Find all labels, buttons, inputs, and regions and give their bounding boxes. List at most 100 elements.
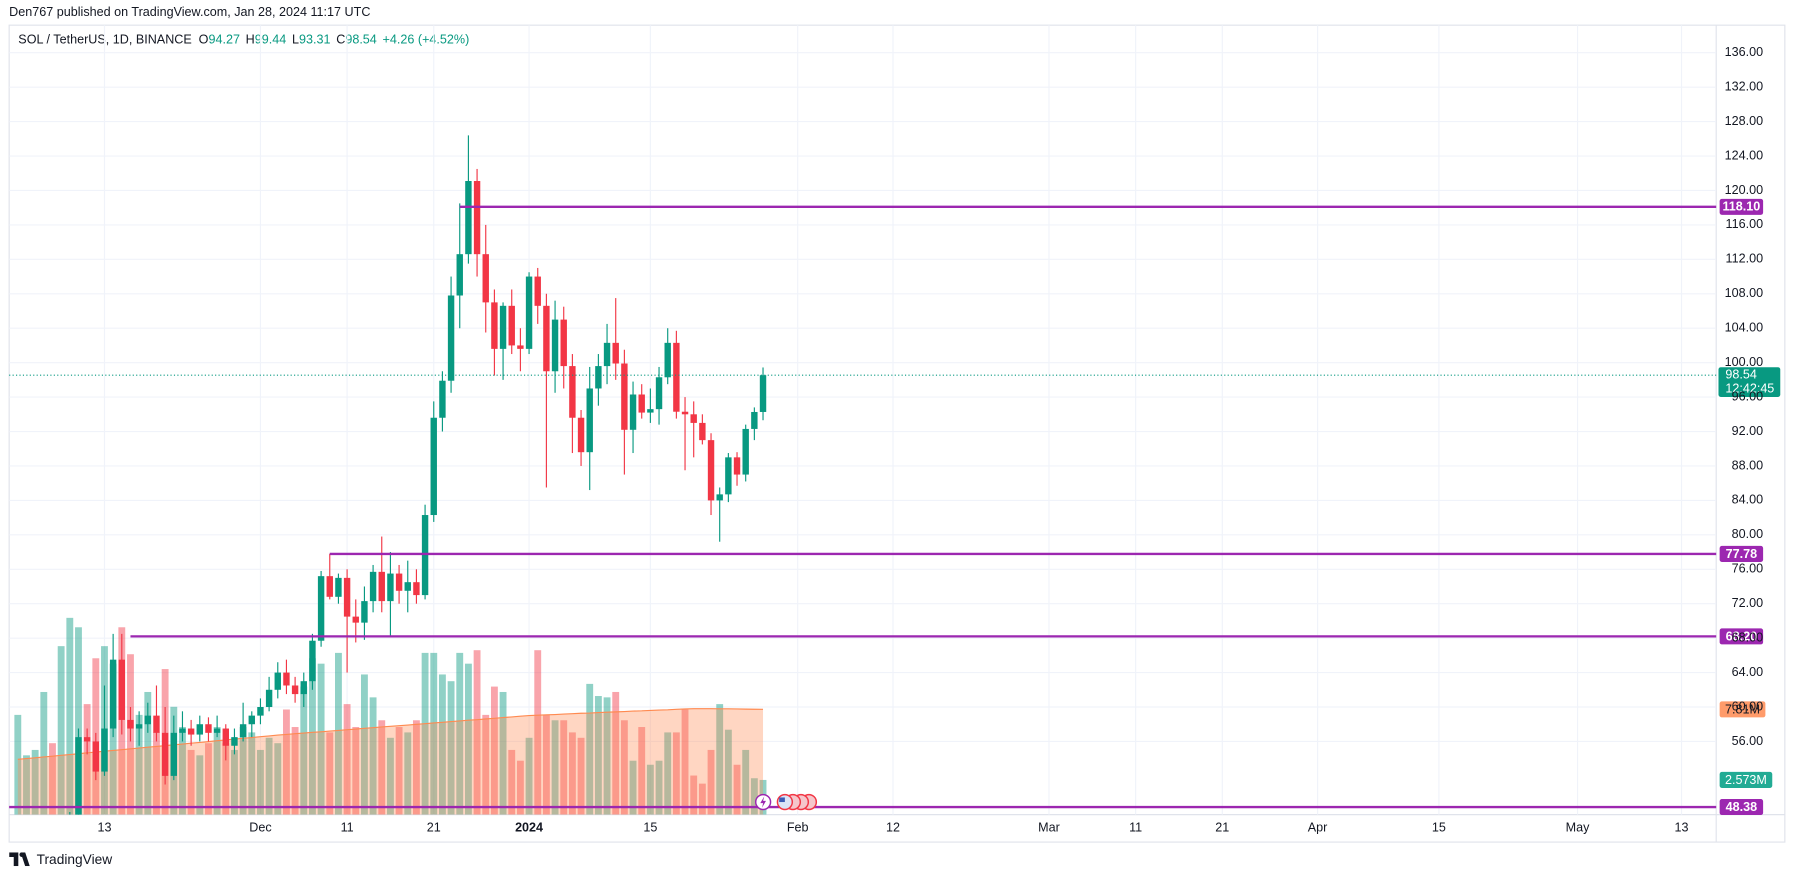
event-icon-glyph [760,796,766,808]
candle-body [517,345,524,349]
candle-body [681,411,689,415]
x-tick-label: 21 [1215,821,1229,835]
volume-ma-area [17,708,764,815]
candle-body [759,375,767,412]
candle-body [75,737,82,815]
candle-body [127,719,134,729]
volume-bar [551,720,559,815]
x-tick-label: Mar [1038,821,1060,835]
volume-bar [568,732,576,815]
volume-ma-label: 7.81M [1725,702,1760,716]
candle-body [733,457,741,475]
candle-body [413,582,420,596]
volume-bar [438,674,446,815]
event-icons [754,793,818,811]
volume-bar [638,727,646,815]
volume-ma-badge [1719,701,1766,718]
candle-body [58,843,64,847]
volume-bar [421,652,429,815]
y-tick-label: 112.00 [1726,252,1764,266]
volume-bar [300,686,308,815]
y-tick-label: 120.00 [1725,183,1763,197]
candle-body [725,457,732,495]
ohlc-key: C [336,33,346,47]
volume-bar [473,650,481,815]
candle-body [92,741,100,772]
volume-bar [594,696,602,815]
volume-bar [23,755,30,815]
volume-bar [560,720,568,815]
candle-body [742,428,749,475]
candle-body [525,276,533,349]
candle-body [352,616,359,623]
volume-bar [577,737,585,815]
countdown: 12:42:45 [1725,381,1774,395]
candle-body [447,295,455,381]
level-badge [1719,198,1764,215]
volume-bar [334,652,342,815]
volume-bar [690,775,698,815]
volume-bar [40,691,48,815]
candle-body [439,380,446,418]
volume-bar [447,681,455,815]
candle-body [629,394,637,430]
volume-bar [586,683,594,815]
level-label: 118.10 [1722,200,1760,214]
candle-body [67,832,73,843]
candle-body [387,573,394,602]
volume-bar [655,760,663,815]
symbol: SOL / TetherUS, 1D, BINANCE [18,33,192,47]
volume-bar [75,627,82,815]
volume-bar [153,732,160,815]
candle-body [283,672,290,686]
candle-body [83,737,91,742]
candle-body [716,494,723,501]
candle-body [291,685,299,695]
volume-bar [542,714,550,815]
candle-body [239,724,247,738]
volume-bar [534,650,542,815]
candle-body [543,305,550,372]
candle-body [482,254,489,303]
volume-bar [291,727,299,815]
volume-bar [620,720,628,815]
candle-body [378,571,385,602]
level-badge [1719,545,1764,562]
volume-bar [612,691,620,815]
candle-body [248,715,255,725]
footer: TradingView [9,851,112,867]
candle-body [369,571,377,602]
level-label: 68.20 [1726,629,1757,643]
candle-body [196,724,203,735]
x-tick-label: 11 [1129,821,1142,835]
candle-body [655,377,663,410]
volume-bar [317,663,325,815]
price-badge [1718,367,1781,397]
candle-body [499,305,507,349]
y-tick-label: 100.00 [1725,355,1763,369]
volume-bar [733,764,741,815]
change: +4.26 (+4.52%) [382,33,470,47]
candle-body [395,573,403,591]
volume-bar [222,743,230,815]
symbol-legend: SOL / TetherUS, 1D, BINANCE O94.27 H99.44 L… [18,33,475,47]
volume-bar [412,720,420,815]
volume-bar [404,732,412,815]
candle-body [612,342,619,364]
y-tick-label: 128.00 [1725,114,1763,128]
volume-bar [231,749,238,815]
x-tick-label: 2024 [515,821,543,835]
candle-body [265,689,273,708]
candle-body [170,732,177,776]
candle-body [534,276,541,306]
candle-body [361,601,368,623]
volume-bar [144,691,152,815]
candle-body [335,577,342,597]
volume-bar [205,743,212,815]
flag-canton [779,797,785,803]
candle-body [603,342,611,367]
ohlc-value: 98.54 [345,33,377,47]
volume-bar [187,749,195,815]
candle-body [465,180,472,255]
volume-bar [179,727,186,815]
